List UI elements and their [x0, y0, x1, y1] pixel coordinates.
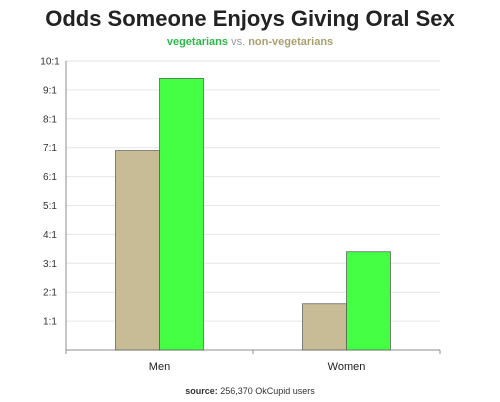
- y-tick-label: 2:1: [43, 288, 57, 299]
- legend-non-vegetarians: non-vegetarians: [248, 36, 334, 48]
- x-category-label: Women: [328, 361, 366, 373]
- bar-vegetarians-men: [159, 77, 204, 351]
- legend-vs: vs.: [231, 36, 246, 48]
- bar-vegetarians-women: [346, 251, 391, 351]
- y-tick-label: 9:1: [43, 85, 57, 96]
- y-tick-label: 10:1: [40, 57, 60, 68]
- y-tick-label: 3:1: [43, 259, 57, 270]
- y-tick-label: 1:1: [43, 317, 57, 328]
- x-category-label: Men: [149, 361, 170, 373]
- bar-non-vegetarians-women: [302, 303, 347, 351]
- source-note: source: 256,370 OkCupid users: [0, 386, 500, 396]
- bar-non-vegetarians-men: [115, 150, 160, 351]
- y-tick-label: 7:1: [43, 143, 57, 154]
- y-tick-label: 4:1: [43, 230, 57, 241]
- y-tick-label: 8:1: [43, 114, 57, 125]
- chart-subtitle: vegetarians vs. non-vegetarians: [0, 36, 500, 48]
- source-label: source:: [185, 386, 218, 396]
- source-text: 256,370 OkCupid users: [220, 386, 315, 396]
- legend-vegetarians: vegetarians: [166, 36, 228, 48]
- y-tick-label: 6:1: [43, 172, 57, 183]
- chart-title: Odds Someone Enjoys Giving Oral Sex: [45, 6, 455, 31]
- y-tick-label: 5:1: [43, 201, 57, 212]
